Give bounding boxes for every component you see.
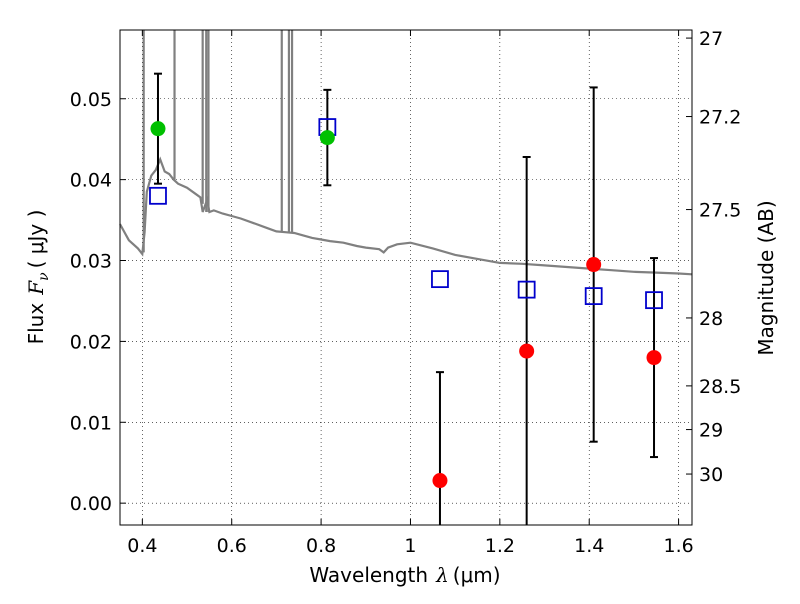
band-square <box>645 291 663 310</box>
band-square <box>149 186 167 205</box>
x-tick-label: 1.6 <box>663 535 693 557</box>
data-point <box>150 121 166 137</box>
y-tick-label: 0.05 <box>70 89 112 111</box>
y2-tick-label: 30 <box>699 464 723 486</box>
y-tick-label: 0.00 <box>70 493 112 515</box>
y2-tick-label: 29 <box>699 420 723 442</box>
band-square <box>517 280 536 299</box>
data-point <box>519 343 535 359</box>
model-spectrum <box>119 30 693 276</box>
x-tick-label: 1.2 <box>485 535 515 557</box>
data-point <box>646 350 662 366</box>
data-point <box>432 473 448 489</box>
y2-axis-label: Magnitude (AB) <box>754 200 778 355</box>
data-point <box>586 257 602 273</box>
y-tick-label: 0.01 <box>70 412 112 434</box>
y-tick-label: 0.03 <box>70 251 112 273</box>
data-markers <box>149 118 663 489</box>
y2-tick-label: 28.5 <box>699 376 741 398</box>
x-tick-label: 0.4 <box>127 535 157 557</box>
y2-tick-label: 27 <box>699 28 723 50</box>
band-square <box>584 287 603 306</box>
x-tick-label: 0.8 <box>306 535 336 557</box>
plot-frame <box>119 29 693 526</box>
y-tick-label: 0.04 <box>70 170 112 192</box>
band-square <box>431 270 449 289</box>
x-tick-label: 0.6 <box>217 535 247 557</box>
error-bars <box>153 72 659 525</box>
x-tick-label: 1 <box>404 535 416 557</box>
model-line <box>119 156 693 276</box>
y2-tick-label: 27.2 <box>699 107 741 129</box>
y2-tick-label: 27.5 <box>699 200 741 222</box>
x-tick-label: 1.4 <box>574 535 604 557</box>
data-point <box>319 130 335 146</box>
y-axis-label: FluxFν( μJy ) <box>24 210 52 345</box>
y-tick-label: 0.02 <box>70 331 112 353</box>
axis-ticks: 0.4 0.6 0.8 1 1.2 1.4 1.6 0.00 0.01 0.02 0.03 0.04 0… <box>70 28 742 557</box>
y2-tick-label: 28 <box>699 308 723 330</box>
x-axis-label: Wavelength λ (μm) <box>309 563 500 587</box>
grid-lines <box>120 30 692 525</box>
